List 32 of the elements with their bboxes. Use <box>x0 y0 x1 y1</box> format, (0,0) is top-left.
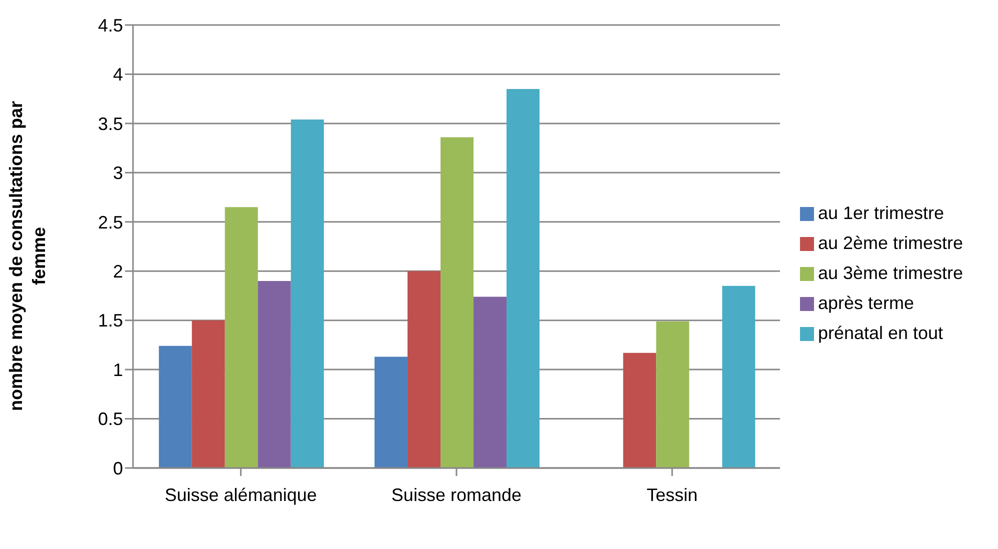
x-tick-label: Suisse alémanique <box>164 484 317 505</box>
bar <box>158 346 192 468</box>
y-tick-label: 0 <box>112 458 123 478</box>
bar <box>290 120 324 468</box>
bar <box>224 207 258 468</box>
legend-label: prénatal en tout <box>818 323 944 343</box>
legend-label: au 2ème trimestre <box>818 233 963 253</box>
y-tick-label: 4 <box>112 64 123 85</box>
y-tick-label: 1 <box>112 360 123 380</box>
bar <box>623 352 656 468</box>
bar <box>656 321 690 468</box>
y-tick-label: 3 <box>112 163 123 184</box>
legend-label: au 3ème trimestre <box>818 263 963 283</box>
bar <box>374 356 408 468</box>
bar <box>506 88 540 468</box>
bar <box>474 296 507 468</box>
y-tick-label: 3.5 <box>98 114 123 134</box>
y-tick-label: 4.5 <box>98 15 123 36</box>
y-tick-label: 2 <box>112 262 123 282</box>
y-tick-label: 0.5 <box>98 409 123 430</box>
y-axis-title: nombre moyen de consultations par femme <box>5 100 50 414</box>
bar <box>192 320 225 468</box>
legend-label: après terme <box>818 293 914 313</box>
bar <box>722 286 756 468</box>
y-tick-label: 1.5 <box>98 310 123 331</box>
x-tick-label: Tessin <box>646 484 698 505</box>
x-tick-label: Suisse romande <box>391 484 522 505</box>
bar <box>258 280 291 468</box>
legend-label: au 1er trimestre <box>818 203 944 223</box>
y-tick-label: 2.5 <box>98 212 123 232</box>
bar <box>408 271 441 468</box>
bar <box>440 137 474 468</box>
